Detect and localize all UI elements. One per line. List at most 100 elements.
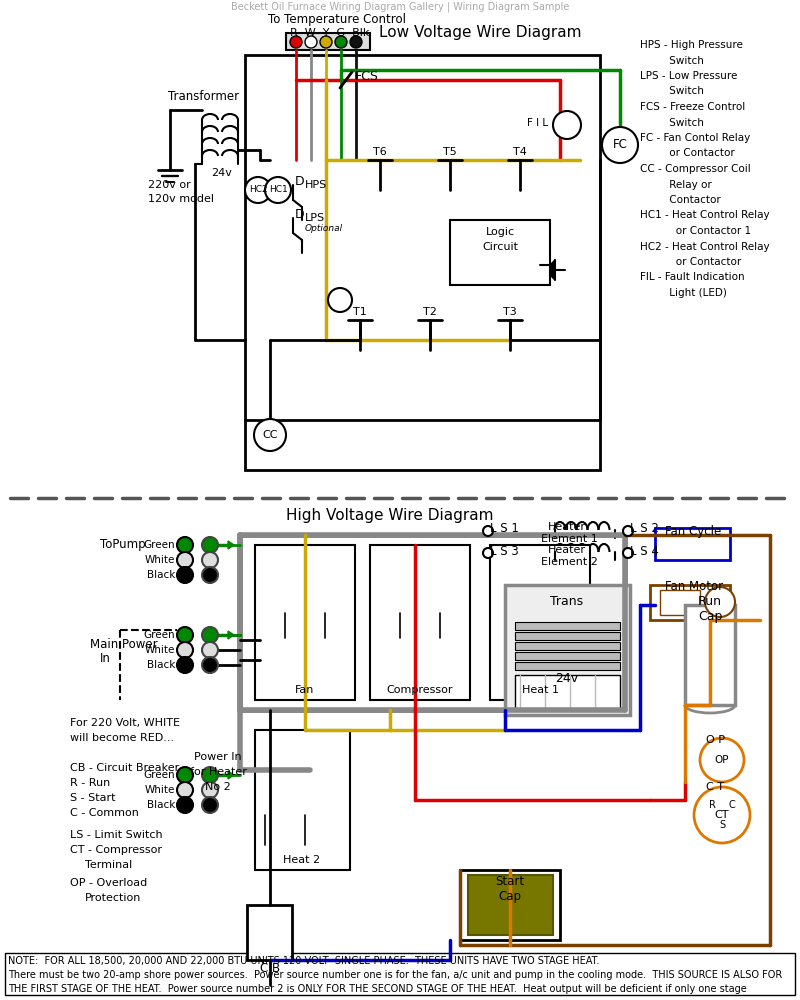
Polygon shape <box>228 631 234 639</box>
Bar <box>450 220 550 285</box>
Text: In: In <box>100 652 111 665</box>
Text: CC - Compressor Coil: CC - Compressor Coil <box>640 164 750 174</box>
Bar <box>685 605 735 705</box>
Circle shape <box>245 177 271 203</box>
Text: FCS - Freeze Control: FCS - Freeze Control <box>640 102 746 112</box>
Text: for Heater: for Heater <box>190 767 246 777</box>
Circle shape <box>553 111 581 139</box>
Text: Start: Start <box>495 875 525 888</box>
Text: Power In: Power In <box>194 752 242 762</box>
Bar <box>515 622 620 630</box>
Text: Light (LED): Light (LED) <box>640 288 727 298</box>
Text: NOTE:  FOR ALL 18,500, 20,000 AND 22,000 BTU UNITS 120 VOLT  SINGLE PHASE.  THES: NOTE: FOR ALL 18,500, 20,000 AND 22,000 … <box>8 956 599 966</box>
Text: or Contactor 1: or Contactor 1 <box>640 226 751 236</box>
Text: Cap: Cap <box>698 610 722 623</box>
Circle shape <box>320 36 332 48</box>
Bar <box>286 33 370 50</box>
Text: Transformer: Transformer <box>168 90 239 103</box>
Text: CT: CT <box>714 810 730 820</box>
Text: Optional: Optional <box>305 224 343 233</box>
Text: S: S <box>719 820 725 830</box>
Text: or Contactor: or Contactor <box>640 257 742 267</box>
Text: HPS - High Pressure: HPS - High Pressure <box>640 40 743 50</box>
Text: HPS: HPS <box>305 180 327 190</box>
Circle shape <box>177 627 193 643</box>
Text: L S 3: L S 3 <box>490 545 518 558</box>
Circle shape <box>177 642 193 658</box>
Bar <box>515 675 620 710</box>
Bar <box>460 870 560 940</box>
Text: F I L: F I L <box>527 118 548 128</box>
Bar <box>247 905 292 960</box>
Text: High Voltage Wire Diagram: High Voltage Wire Diagram <box>286 508 494 523</box>
Bar <box>515 652 620 660</box>
Circle shape <box>202 567 218 583</box>
Circle shape <box>350 36 362 48</box>
Text: Logic: Logic <box>486 227 514 237</box>
Polygon shape <box>228 771 234 779</box>
Text: Heater: Heater <box>548 545 586 555</box>
Bar <box>5 953 795 995</box>
Bar <box>240 535 625 710</box>
Text: Run: Run <box>698 595 722 608</box>
Text: Switch: Switch <box>640 55 704 66</box>
Text: L S 1: L S 1 <box>490 522 519 535</box>
Text: 120v model: 120v model <box>148 194 214 204</box>
Circle shape <box>328 288 352 312</box>
Circle shape <box>202 782 218 798</box>
Bar <box>515 632 620 640</box>
Text: T1: T1 <box>353 307 367 317</box>
Text: OP - Overload: OP - Overload <box>70 878 147 888</box>
Text: Compressor: Compressor <box>386 685 454 695</box>
Circle shape <box>305 36 317 48</box>
Circle shape <box>700 738 744 782</box>
Text: Beckett Oil Furnace Wiring Diagram Gallery | Wiring Diagram Sample: Beckett Oil Furnace Wiring Diagram Galle… <box>231 2 569 12</box>
Text: Contactor: Contactor <box>640 195 721 205</box>
Circle shape <box>483 526 493 536</box>
Bar <box>515 642 620 650</box>
Text: White: White <box>145 785 175 795</box>
Text: C - Common: C - Common <box>70 808 139 818</box>
Text: T5: T5 <box>443 147 457 157</box>
Text: Black: Black <box>146 660 175 670</box>
Circle shape <box>265 177 291 203</box>
Bar <box>655 528 730 560</box>
Text: Heat 1: Heat 1 <box>522 685 558 695</box>
Circle shape <box>623 548 633 558</box>
Text: Green: Green <box>143 630 175 640</box>
Text: C: C <box>729 800 735 810</box>
Text: Trans: Trans <box>550 595 583 608</box>
Text: L S 2: L S 2 <box>630 522 659 535</box>
Circle shape <box>254 419 286 451</box>
Text: Black: Black <box>146 570 175 580</box>
Polygon shape <box>545 260 555 280</box>
Bar <box>255 545 355 700</box>
Circle shape <box>177 797 193 813</box>
Circle shape <box>202 537 218 553</box>
Text: LPS: LPS <box>305 213 325 223</box>
Text: Terminal: Terminal <box>85 860 132 870</box>
Polygon shape <box>228 541 234 549</box>
Text: No 2: No 2 <box>205 782 231 792</box>
Text: C T: C T <box>706 782 724 792</box>
Bar <box>245 55 600 470</box>
Text: T2: T2 <box>423 307 437 317</box>
Text: Fan Cycle: Fan Cycle <box>665 525 722 538</box>
Circle shape <box>202 767 218 783</box>
Circle shape <box>177 567 193 583</box>
Text: HC1: HC1 <box>269 186 287 194</box>
Circle shape <box>177 537 193 553</box>
Circle shape <box>177 782 193 798</box>
Text: HC2: HC2 <box>249 186 267 194</box>
Text: FIL - Fault Indication: FIL - Fault Indication <box>640 272 745 282</box>
Bar <box>490 545 590 700</box>
Text: Heat 2: Heat 2 <box>283 855 321 865</box>
Text: 24v: 24v <box>555 672 578 685</box>
Circle shape <box>705 587 735 617</box>
Circle shape <box>202 552 218 568</box>
Text: FCS: FCS <box>355 70 379 83</box>
Text: Low Voltage Wire Diagram: Low Voltage Wire Diagram <box>378 25 582 40</box>
Text: 220v or: 220v or <box>148 180 190 190</box>
Circle shape <box>177 657 193 673</box>
Bar <box>505 585 630 715</box>
